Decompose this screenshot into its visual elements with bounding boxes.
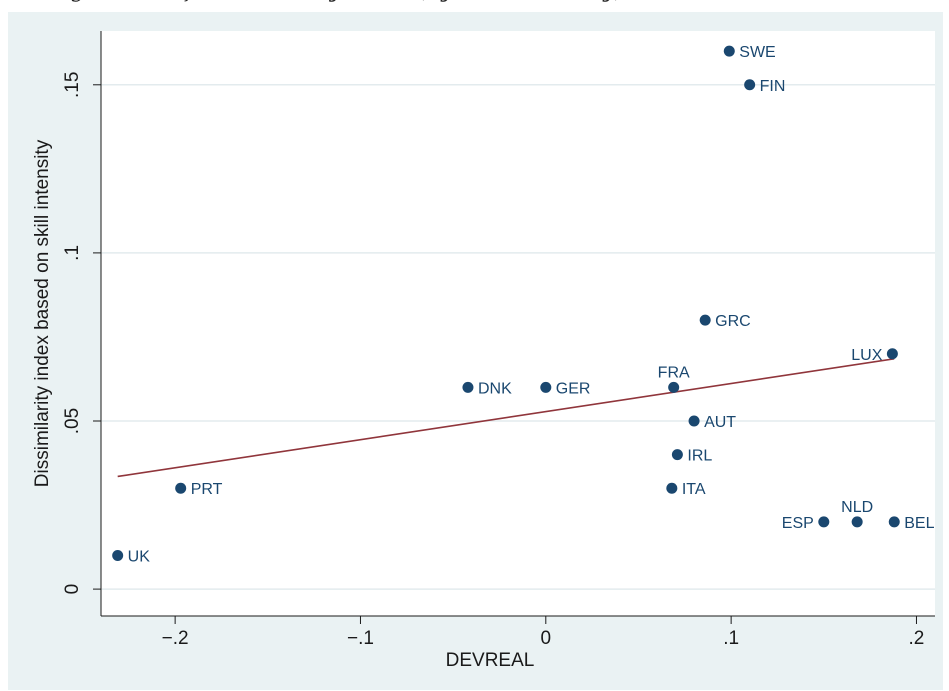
y-tick-label: 0: [62, 584, 83, 595]
x-tick-label: −.2: [162, 628, 189, 649]
point-dnk: [462, 381, 474, 393]
chart-panel: 0 .05 .1 .15 −.2 −.1 0 .1 .2 SWE FIN GRC LUX DNK GER F…: [8, 12, 943, 690]
point-ita: [666, 482, 678, 494]
points-layer: SWE FIN GRC LUX DNK GER FRA AUT IRL PRT ITA ESP NLD B…: [112, 44, 935, 565]
plot-area: [101, 31, 935, 616]
point-prt: [175, 482, 187, 494]
point-label-grc: GRC: [715, 313, 751, 330]
point-label-fin: FIN: [760, 78, 786, 95]
point-label-ger: GER: [556, 380, 591, 397]
point-fin: [744, 79, 756, 91]
point-lux: [886, 348, 898, 360]
point-label-ita: ITA: [682, 481, 706, 498]
point-esp: [818, 516, 830, 528]
point-label-prt: PRT: [191, 481, 223, 498]
y-tick-label: .05: [62, 408, 83, 434]
point-swe: [723, 45, 735, 57]
point-uk: [112, 549, 124, 561]
gridlines: [101, 84, 935, 590]
fit-line: [117, 358, 895, 478]
point-bel: [888, 516, 900, 528]
point-label-esp: ESP: [782, 515, 814, 532]
point-irl: [671, 449, 683, 461]
point-nld: [851, 516, 863, 528]
fit-line-layer: [117, 358, 895, 478]
scatter-chart: 0 .05 .1 .15 −.2 −.1 0 .1 .2 SWE FIN GRC LUX DNK GER F…: [32, 31, 935, 671]
point-label-aut: AUT: [704, 414, 736, 431]
point-aut: [688, 415, 700, 427]
point-ger: [540, 381, 552, 393]
point-label-nld: NLD: [841, 499, 873, 516]
x-tick-label: .2: [909, 628, 925, 649]
point-label-irl: IRL: [687, 448, 712, 465]
point-label-lux: LUX: [851, 347, 882, 364]
x-tick-label: −.1: [347, 628, 374, 649]
point-label-uk: UK: [128, 548, 151, 565]
y-tick-label: .15: [62, 72, 83, 98]
y-axis-title: Dissimilarity index based on skill inten…: [32, 139, 53, 487]
axes: 0 .05 .1 .15 −.2 −.1 0 .1 .2: [62, 31, 935, 649]
point-grc: [699, 314, 711, 326]
y-tick-label: .1: [62, 245, 83, 261]
point-label-bel: BEL: [904, 515, 934, 532]
point-label-swe: SWE: [739, 44, 775, 61]
point-label-dnk: DNK: [478, 380, 512, 397]
x-axis-title: DEVREAL: [446, 650, 535, 671]
point-fra: [668, 381, 680, 393]
x-tick-label: .1: [723, 628, 739, 649]
point-label-fra: FRA: [658, 364, 690, 381]
figure-caption-text: egression of Dissimilarity Index (by Ski…: [0, 0, 949, 8]
x-tick-label: 0: [541, 628, 552, 649]
